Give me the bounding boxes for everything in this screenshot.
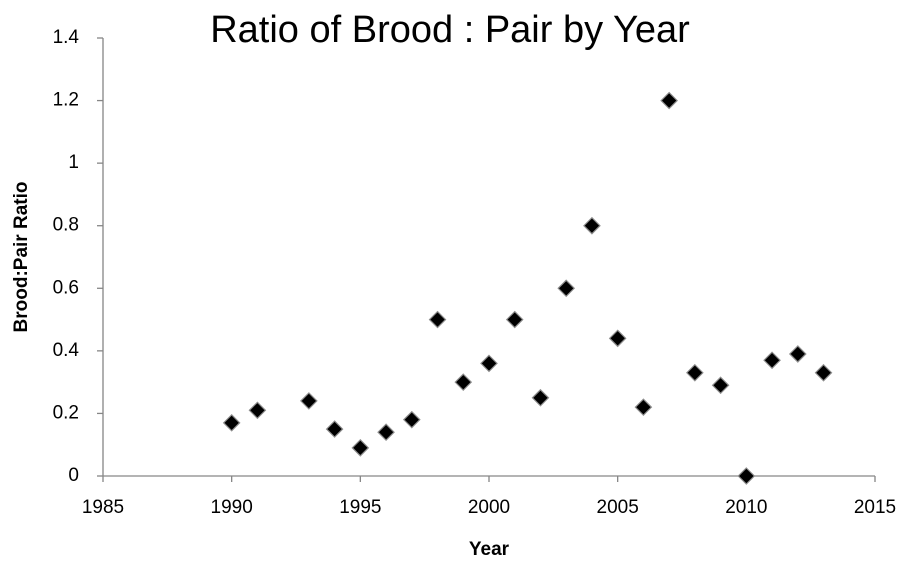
point xyxy=(763,351,781,370)
point xyxy=(788,345,807,363)
x-tick-label: 2010 xyxy=(725,497,767,518)
point xyxy=(711,376,730,395)
y-tick-label: 0.8 xyxy=(53,215,79,236)
chart-title: Ratio of Brood : Pair by Year xyxy=(210,9,690,51)
point xyxy=(737,467,756,485)
point xyxy=(531,388,550,407)
x-axis-label: Year xyxy=(469,539,510,560)
y-axis-label: Brood:Pair Ratio xyxy=(11,182,32,333)
point xyxy=(222,413,241,432)
y-tick-label: 0.6 xyxy=(53,277,79,298)
point xyxy=(454,373,473,391)
point xyxy=(428,310,447,329)
y-tick-label: 1.4 xyxy=(53,27,80,48)
x-tick-label: 1990 xyxy=(211,497,253,518)
point xyxy=(814,363,833,382)
point xyxy=(325,420,344,438)
point xyxy=(557,279,576,298)
point xyxy=(660,91,678,110)
y-tick-label: 0.2 xyxy=(53,402,79,423)
x-tick-label: 1995 xyxy=(339,497,381,518)
point xyxy=(377,423,395,442)
point xyxy=(300,392,318,410)
y-tick-label: 1 xyxy=(68,152,79,173)
y-tick-label: 1.2 xyxy=(53,90,79,111)
point xyxy=(351,438,370,457)
point xyxy=(248,401,267,420)
point xyxy=(402,410,421,429)
point xyxy=(505,310,524,329)
x-tick-label: 1985 xyxy=(82,497,124,518)
point xyxy=(686,363,704,382)
x-tick-label: 2000 xyxy=(468,497,510,518)
point xyxy=(608,329,627,348)
x-tick-label: 2005 xyxy=(597,497,639,518)
y-tick-label: 0 xyxy=(68,465,79,486)
point xyxy=(480,354,498,373)
x-tick-label: 2015 xyxy=(854,497,896,518)
point xyxy=(634,398,653,417)
y-tick-label: 0.4 xyxy=(53,340,80,361)
point xyxy=(583,216,601,235)
